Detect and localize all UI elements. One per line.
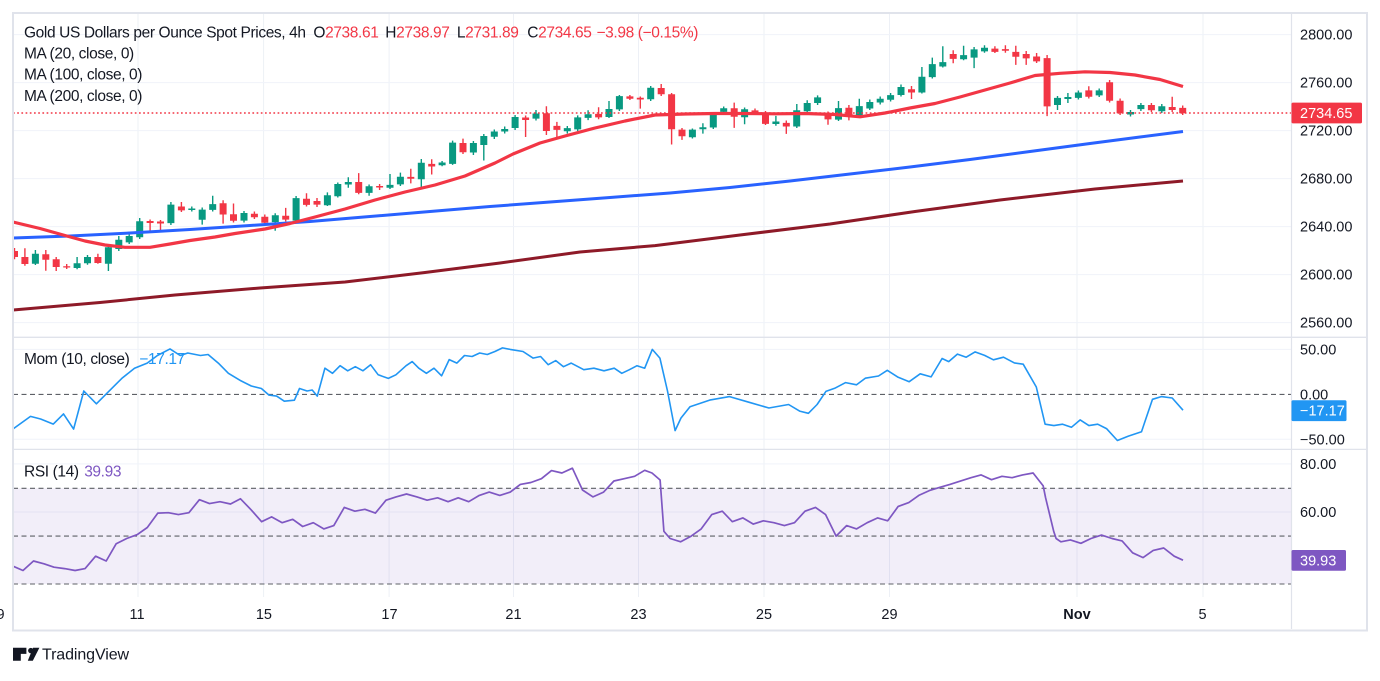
svg-text:9: 9: [0, 607, 5, 623]
svg-text:2720.00: 2720.00: [1300, 124, 1352, 140]
svg-text:MA (200, close, 0): MA (200, close, 0): [24, 88, 142, 105]
svg-text:39.93: 39.93: [1300, 553, 1336, 569]
svg-text:25: 25: [756, 607, 772, 623]
svg-text:50.00: 50.00: [1300, 342, 1336, 358]
svg-text:0.00: 0.00: [1300, 387, 1328, 403]
svg-text:60.00: 60.00: [1300, 505, 1336, 521]
svg-text:2560.00: 2560.00: [1300, 316, 1352, 332]
svg-text:−17.17: −17.17: [1300, 404, 1345, 420]
svg-text:2600.00: 2600.00: [1300, 268, 1352, 284]
svg-text:MA (20, close, 0): MA (20, close, 0): [24, 46, 134, 63]
svg-text:17: 17: [381, 607, 397, 623]
svg-text:2800.00: 2800.00: [1300, 28, 1352, 44]
svg-text:15: 15: [256, 607, 272, 623]
svg-text:5: 5: [1198, 607, 1206, 623]
svg-text:21: 21: [505, 607, 521, 623]
svg-text:Nov: Nov: [1063, 607, 1090, 623]
svg-text:2734.65: 2734.65: [1300, 106, 1352, 122]
svg-text:11: 11: [129, 607, 144, 623]
svg-text:23: 23: [630, 607, 646, 623]
svg-text:RSI (14)39.93: RSI (14) 39.93: [24, 463, 121, 480]
svg-text:2680.00: 2680.00: [1300, 172, 1352, 188]
svg-text:80.00: 80.00: [1300, 457, 1336, 473]
svg-text:−50.00: −50.00: [1300, 432, 1345, 448]
svg-text:MA (100, close, 0): MA (100, close, 0): [24, 67, 142, 84]
svg-text:2760.00: 2760.00: [1300, 76, 1352, 92]
svg-text:TradingView: TradingView: [42, 647, 129, 664]
svg-text:Gold US Dollars per Ounce Spot: Gold US Dollars per Ounce Spot Prices, 4…: [24, 25, 306, 42]
svg-text:Mom (10, close)−17.17: Mom (10, close) −17.17: [24, 351, 185, 368]
svg-text:29: 29: [881, 607, 897, 623]
svg-text:2640.00: 2640.00: [1300, 220, 1352, 236]
